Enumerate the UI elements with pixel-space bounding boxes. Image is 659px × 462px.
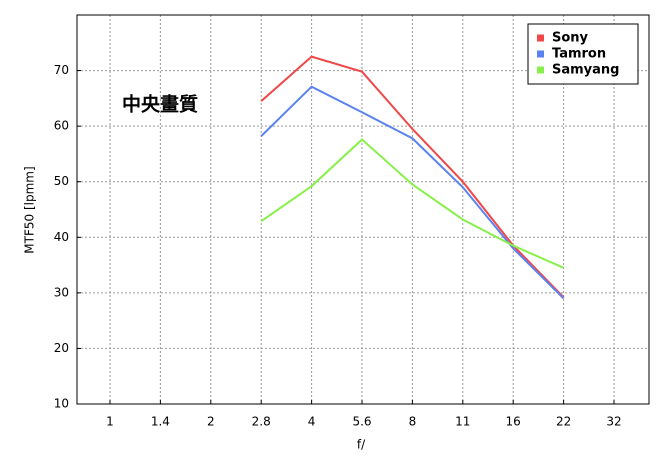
legend-label: Tamron: [552, 47, 606, 62]
x-tick-label: 32: [606, 415, 621, 429]
legend-marker: [537, 66, 544, 74]
x-tick-label: 8: [409, 415, 417, 429]
y-tick-label: 10: [54, 397, 69, 411]
x-tick-label: 2.8: [252, 415, 271, 429]
y-tick-label: 60: [54, 119, 69, 133]
y-axis-label: MTF50 [lpmm]: [23, 166, 37, 253]
y-tick-label: 30: [54, 285, 69, 299]
legend-marker: [537, 50, 544, 58]
y-tick-label: 20: [54, 341, 69, 355]
x-tick-label: 4: [308, 415, 316, 429]
x-tick-label: 22: [556, 415, 571, 429]
x-axis-label: f/: [357, 438, 366, 452]
legend-box: [527, 23, 639, 85]
series-line: [260, 138, 565, 269]
y-tick-label: 70: [54, 63, 69, 77]
plot-frame: [76, 14, 650, 405]
x-tick-label: 1: [106, 415, 114, 429]
legend-label: Samyang: [552, 63, 620, 78]
x-tick-label: 1.4: [151, 415, 170, 429]
y-tick-label: 50: [54, 174, 69, 188]
x-tick-label: 16: [506, 415, 521, 429]
legend-label: Sony: [552, 31, 589, 46]
x-tick-label: 2: [207, 415, 215, 429]
x-tick-label: 5.6: [352, 415, 371, 429]
series-line: [260, 85, 565, 300]
legend-marker: [537, 34, 544, 42]
x-tick-label: 11: [455, 415, 470, 429]
y-tick-label: 40: [54, 230, 69, 244]
